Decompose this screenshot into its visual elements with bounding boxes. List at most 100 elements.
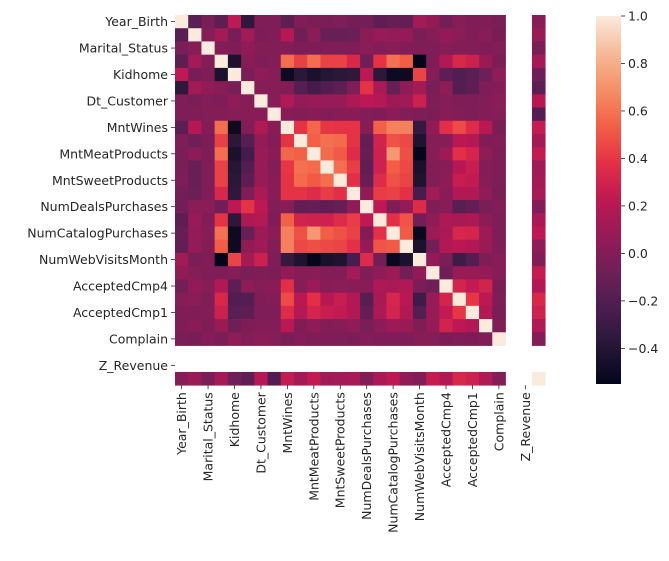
heatmap-cell	[346, 67, 361, 82]
heatmap-cell	[201, 213, 216, 227]
heatmap-cell	[201, 305, 216, 320]
x-tick-label: Complain	[491, 392, 506, 451]
heatmap-cell	[241, 371, 255, 386]
heatmap-cell	[346, 107, 361, 122]
heatmap-cell	[531, 173, 546, 188]
heatmap-cell	[465, 200, 480, 214]
heatmap-cell	[307, 319, 321, 333]
heatmap-cell	[492, 292, 506, 307]
heatmap-cell	[346, 120, 361, 135]
heatmap-cell	[188, 28, 202, 42]
heatmap-cell	[227, 160, 242, 175]
heatmap-cell	[412, 252, 427, 267]
x-tick-label: AcceptedCmp1	[465, 392, 480, 487]
heatmap-cell	[175, 252, 189, 267]
colorbar-tick-label: −0.4	[628, 341, 658, 356]
heatmap-cell	[188, 67, 202, 82]
heatmap-cell	[531, 94, 546, 108]
x-tick-label: Dt_Customer	[253, 391, 268, 473]
heatmap-cell	[227, 81, 242, 95]
heatmap-cell	[188, 160, 202, 175]
y-tick-label: Year_Birth	[104, 14, 168, 29]
heatmap-cell	[188, 94, 202, 108]
heatmap-cell	[175, 28, 189, 42]
heatmap-cell	[214, 94, 229, 108]
heatmap-cell	[531, 213, 546, 227]
heatmap-cell	[360, 15, 374, 29]
heatmap-cell	[346, 54, 361, 69]
heatmap-cell	[452, 266, 467, 280]
heatmap-cell	[293, 147, 308, 161]
heatmap-cell	[492, 107, 506, 122]
heatmap-cell	[254, 371, 268, 386]
heatmap-cell	[373, 226, 387, 241]
heatmap-cell	[479, 67, 493, 82]
heatmap-cell	[293, 107, 308, 122]
heatmap-cell	[254, 200, 268, 214]
heatmap-cell	[360, 200, 374, 214]
heatmap-cell	[373, 120, 387, 135]
heatmap-cell	[175, 200, 189, 214]
heatmap-cell	[293, 41, 308, 56]
heatmap-cell	[333, 332, 348, 346]
heatmap-cell	[479, 15, 493, 29]
colorbar-tick-label: 0.6	[628, 103, 648, 118]
x-tick-label: MntWines	[280, 392, 295, 453]
heatmap-cell	[531, 107, 546, 122]
heatmap-cell	[254, 213, 268, 227]
heatmap-cell	[227, 147, 242, 161]
heatmap-cell	[412, 54, 427, 69]
x-tick-label: Year_Birth	[174, 392, 189, 456]
heatmap-cell	[254, 107, 268, 122]
heatmap-cell	[399, 160, 414, 175]
heatmap-cell	[214, 81, 229, 95]
heatmap-cell	[412, 147, 427, 161]
heatmap-cell	[241, 94, 255, 108]
heatmap-cell	[373, 239, 387, 254]
heatmap-cell	[386, 319, 401, 333]
heatmap-cell	[492, 186, 506, 201]
heatmap-cell	[227, 15, 242, 29]
heatmap-cell	[241, 41, 255, 56]
heatmap-cell	[320, 292, 335, 307]
heatmap-cell	[373, 160, 387, 175]
x-tick-label: MntSweetProducts	[333, 392, 348, 508]
heatmap-cell	[241, 200, 255, 214]
heatmap-cell	[412, 133, 427, 148]
heatmap-cell	[346, 200, 361, 214]
heatmap-cell	[346, 186, 361, 201]
heatmap-cell	[465, 186, 480, 201]
heatmap-cells	[175, 15, 546, 386]
heatmap-cell	[412, 279, 427, 294]
heatmap-cell	[214, 120, 229, 135]
colorbar-tick-label: 0.0	[628, 246, 648, 261]
heatmap-cell	[333, 120, 348, 135]
heatmap-cell	[214, 292, 229, 307]
heatmap-cell	[201, 160, 216, 175]
heatmap-cell	[426, 28, 440, 42]
heatmap-cell	[399, 120, 414, 135]
heatmap-cell	[307, 15, 321, 29]
heatmap-cell	[412, 173, 427, 188]
heatmap-cell	[492, 266, 506, 280]
heatmap-cell	[479, 371, 493, 386]
heatmap-cell	[439, 120, 454, 135]
heatmap-cell	[267, 319, 282, 333]
heatmap-cell	[320, 160, 335, 175]
heatmap-cell	[188, 239, 202, 254]
heatmap-cell	[439, 94, 454, 108]
heatmap-cell	[320, 107, 335, 122]
heatmap-cell	[386, 239, 401, 254]
heatmap-cell	[227, 133, 242, 148]
heatmap-cell	[254, 332, 268, 346]
heatmap-cell	[439, 67, 454, 82]
colorbar-tick-label: 1.0	[628, 9, 648, 24]
heatmap-cell	[333, 213, 348, 227]
heatmap-cell	[373, 133, 387, 148]
heatmap-cell	[412, 200, 427, 214]
heatmap-cell	[531, 54, 546, 69]
heatmap-cell	[280, 266, 295, 280]
heatmap-cell	[452, 67, 467, 82]
heatmap-cell	[254, 226, 268, 241]
heatmap-cell	[280, 81, 295, 95]
